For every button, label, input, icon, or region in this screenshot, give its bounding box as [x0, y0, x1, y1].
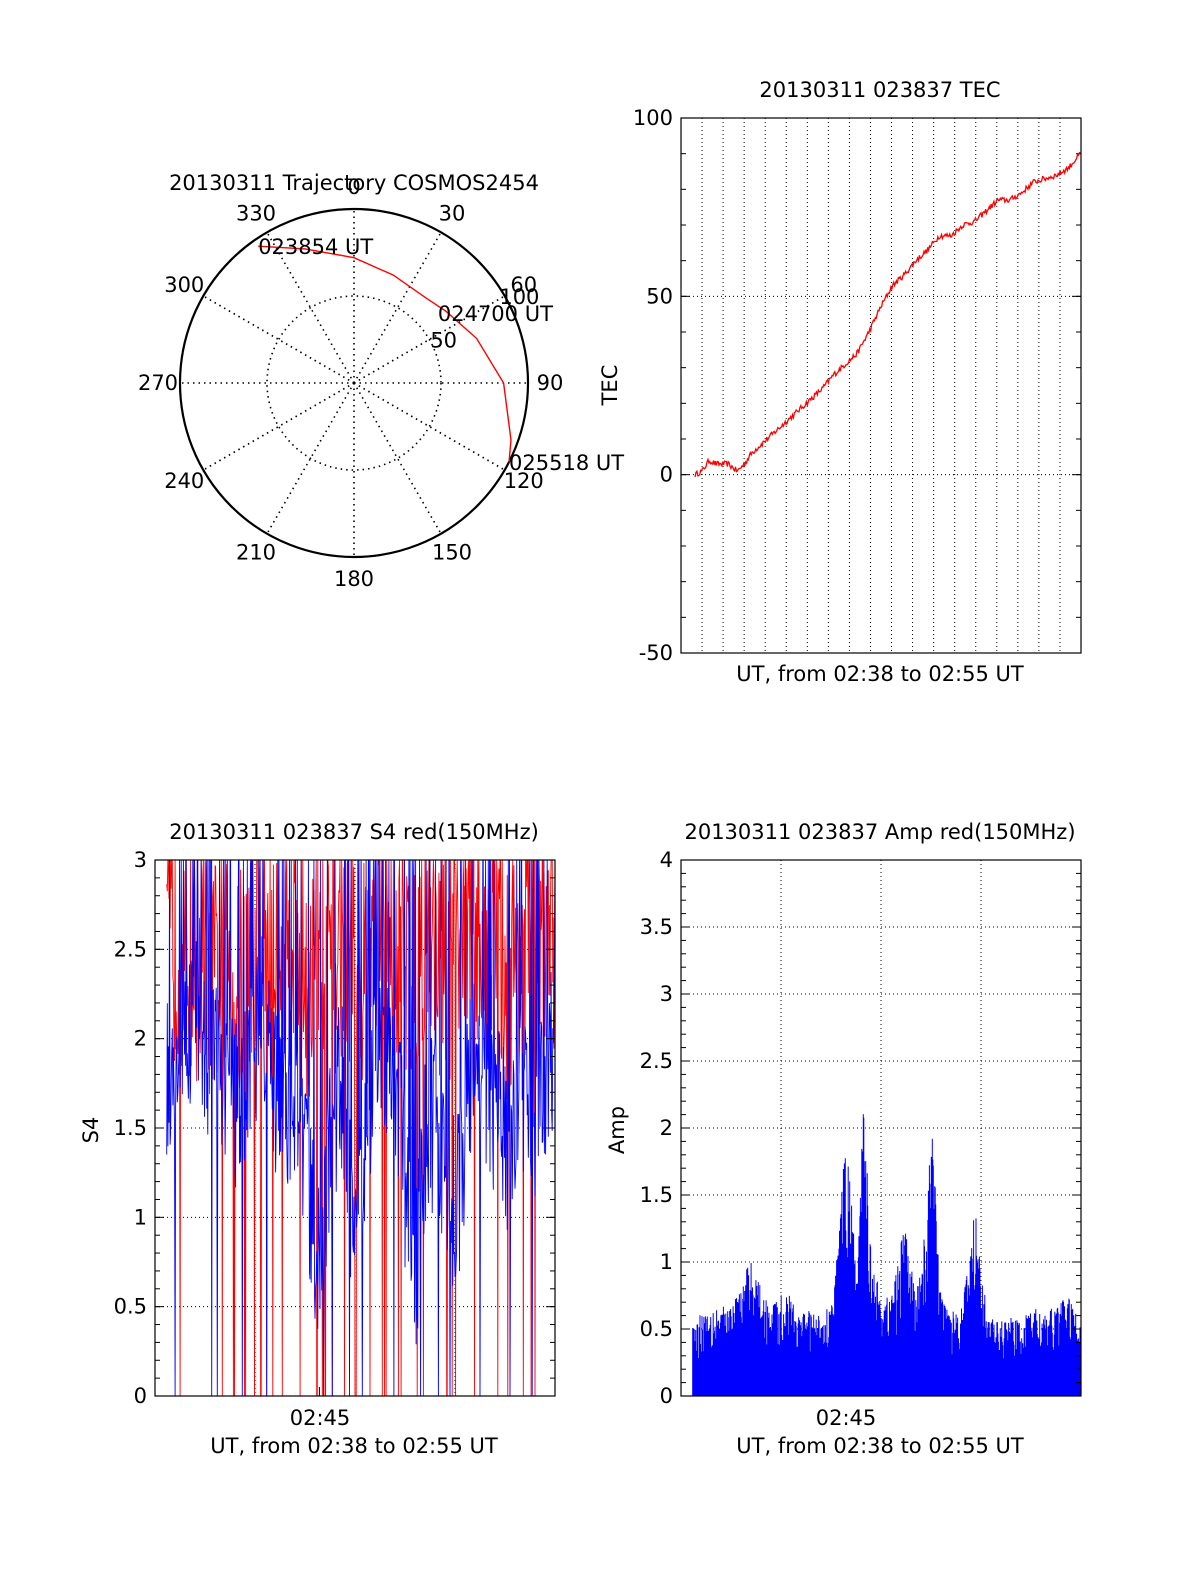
amp-x-axis-label: UT, from 02:38 to 02:55 UT — [736, 1434, 1024, 1458]
amp-y-tick-label: 4 — [660, 848, 673, 872]
s4-blue-series-line — [166, 860, 555, 1396]
polar-spoke — [353, 382, 506, 471]
amp-y-tick-label: 3 — [660, 982, 673, 1006]
tec-y-axis-label: TEC — [598, 365, 622, 407]
s4-y-tick-label: 0.5 — [114, 1295, 147, 1319]
amp-y-tick-label: 1 — [660, 1250, 673, 1274]
polar-azimuth-label: 90 — [537, 371, 564, 395]
s4-x-axis-label: UT, from 02:38 to 02:55 UT — [210, 1434, 498, 1458]
tec-y-ticks: 100 50 0 -50 — [633, 106, 1081, 665]
s4-y-tick-label: 1.5 — [114, 1116, 147, 1140]
s4-title: 20130311 023837 S4 red(150MHz) — [169, 820, 539, 844]
s4-y-tick-label: 2.5 — [114, 937, 147, 961]
tec-series — [694, 151, 1081, 478]
amp-series — [692, 1114, 1082, 1396]
polar-spoke — [266, 382, 355, 535]
polar-azimuth-label: 60 — [510, 273, 537, 297]
tec-y-tick-label: 0 — [660, 463, 673, 487]
s4-y-tick-label: 3 — [134, 848, 147, 872]
polar-spoke — [202, 295, 355, 384]
tec-grid — [681, 118, 1081, 653]
polar-radial-label: 100 — [499, 285, 539, 309]
polar-spoke — [353, 231, 442, 384]
s4-y-axis-label: S4 — [79, 1117, 103, 1144]
s4-y-tick-label: 2 — [134, 1027, 147, 1051]
amp-x-tick-label: 02:45 — [816, 1406, 877, 1430]
polar-trajectory: 023854 UT 024700 UT 025518 UT — [258, 235, 624, 475]
amp-y-tick-label: 2.5 — [640, 1049, 673, 1073]
trajectory-line — [258, 245, 512, 463]
amp-y-tick-label: 2 — [660, 1116, 673, 1140]
tec-panel: 20130311 023837 TEC 100 50 0 -50 TEC UT, fr… — [598, 78, 1082, 686]
s4-plot-area — [166, 860, 555, 1396]
tec-y-tick-label: 50 — [646, 284, 673, 308]
s4-y-tick-label: 0 — [134, 1384, 147, 1408]
polar-spoke — [202, 382, 355, 471]
polar-azimuth-label: 0 — [347, 175, 360, 199]
polar-azimuth-label: 150 — [432, 541, 472, 565]
polar-azimuth-label: 30 — [439, 201, 466, 225]
polar-title: 20130311 Trajectory COSMOS2454 — [169, 171, 539, 195]
tec-line — [694, 151, 1081, 478]
polar-azimuth-label: 210 — [236, 541, 276, 565]
tec-y-tick-label: 100 — [633, 106, 673, 130]
s4-x-tick-label: 02:45 — [290, 1406, 351, 1430]
amp-title: 20130311 023837 Amp red(150MHz) — [684, 820, 1075, 844]
polar-ring — [266, 295, 442, 471]
amp-bars — [692, 1114, 1082, 1396]
s4-y-tick-label: 1 — [134, 1205, 147, 1229]
tec-title: 20130311 023837 TEC — [759, 78, 1000, 102]
polar-radial-label: 50 — [430, 329, 457, 353]
polar-azimuth-label: 120 — [504, 469, 544, 493]
polar-outer-circle — [178, 207, 530, 559]
polar-spoke — [353, 295, 506, 384]
tec-x-axis-label: UT, from 02:38 to 02:55 UT — [736, 662, 1024, 686]
polar-azimuth-label: 240 — [164, 469, 204, 493]
amp-y-ticks: 4 3.5 3 2.5 2 1.5 1 0.5 0 — [640, 848, 1081, 1408]
polar-azimuth-labels: 0 30 60 90 120 150 180 210 240 270 300 330 — [138, 175, 563, 591]
amp-y-tick-label: 0.5 — [640, 1317, 673, 1341]
polar-spoke — [266, 231, 355, 384]
s4-panel: 20130311 023837 S4 red(150MHz) 3 2.5 2 1.5 1… — [79, 820, 556, 1458]
polar-azimuth-label: 300 — [164, 273, 204, 297]
trajectory-time-label: 025518 UT — [509, 451, 624, 475]
polar-spoke — [353, 382, 442, 535]
polar-azimuth-label: 180 — [334, 567, 374, 591]
polar-azimuth-label: 270 — [138, 371, 178, 395]
amp-y-tick-label: 0 — [660, 1384, 673, 1408]
amp-y-axis-label: Amp — [605, 1106, 629, 1154]
amp-y-tick-label: 1.5 — [640, 1183, 673, 1207]
polar-panel: 20130311 Trajectory COSMOS2454 0 30 60 90 12… — [138, 171, 624, 591]
amp-y-tick-label: 3.5 — [640, 915, 673, 939]
tec-axes-frame — [680, 117, 1082, 654]
s4-series — [166, 860, 555, 1396]
amp-panel: 20130311 023837 Amp red(150MHz) 4 3.5 3 2.5… — [605, 820, 1082, 1458]
tec-y-tick-label: -50 — [639, 641, 673, 665]
polar-azimuth-label: 330 — [236, 201, 276, 225]
trajectory-time-label: 023854 UT — [258, 235, 373, 259]
trajectory-time-label: 024700 UT — [438, 302, 553, 326]
s4-y-ticks: 3 2.5 2 1.5 1 0.5 0 — [114, 848, 555, 1408]
polar-grid — [180, 209, 528, 557]
polar-radial-labels: 50 100 — [430, 285, 539, 353]
